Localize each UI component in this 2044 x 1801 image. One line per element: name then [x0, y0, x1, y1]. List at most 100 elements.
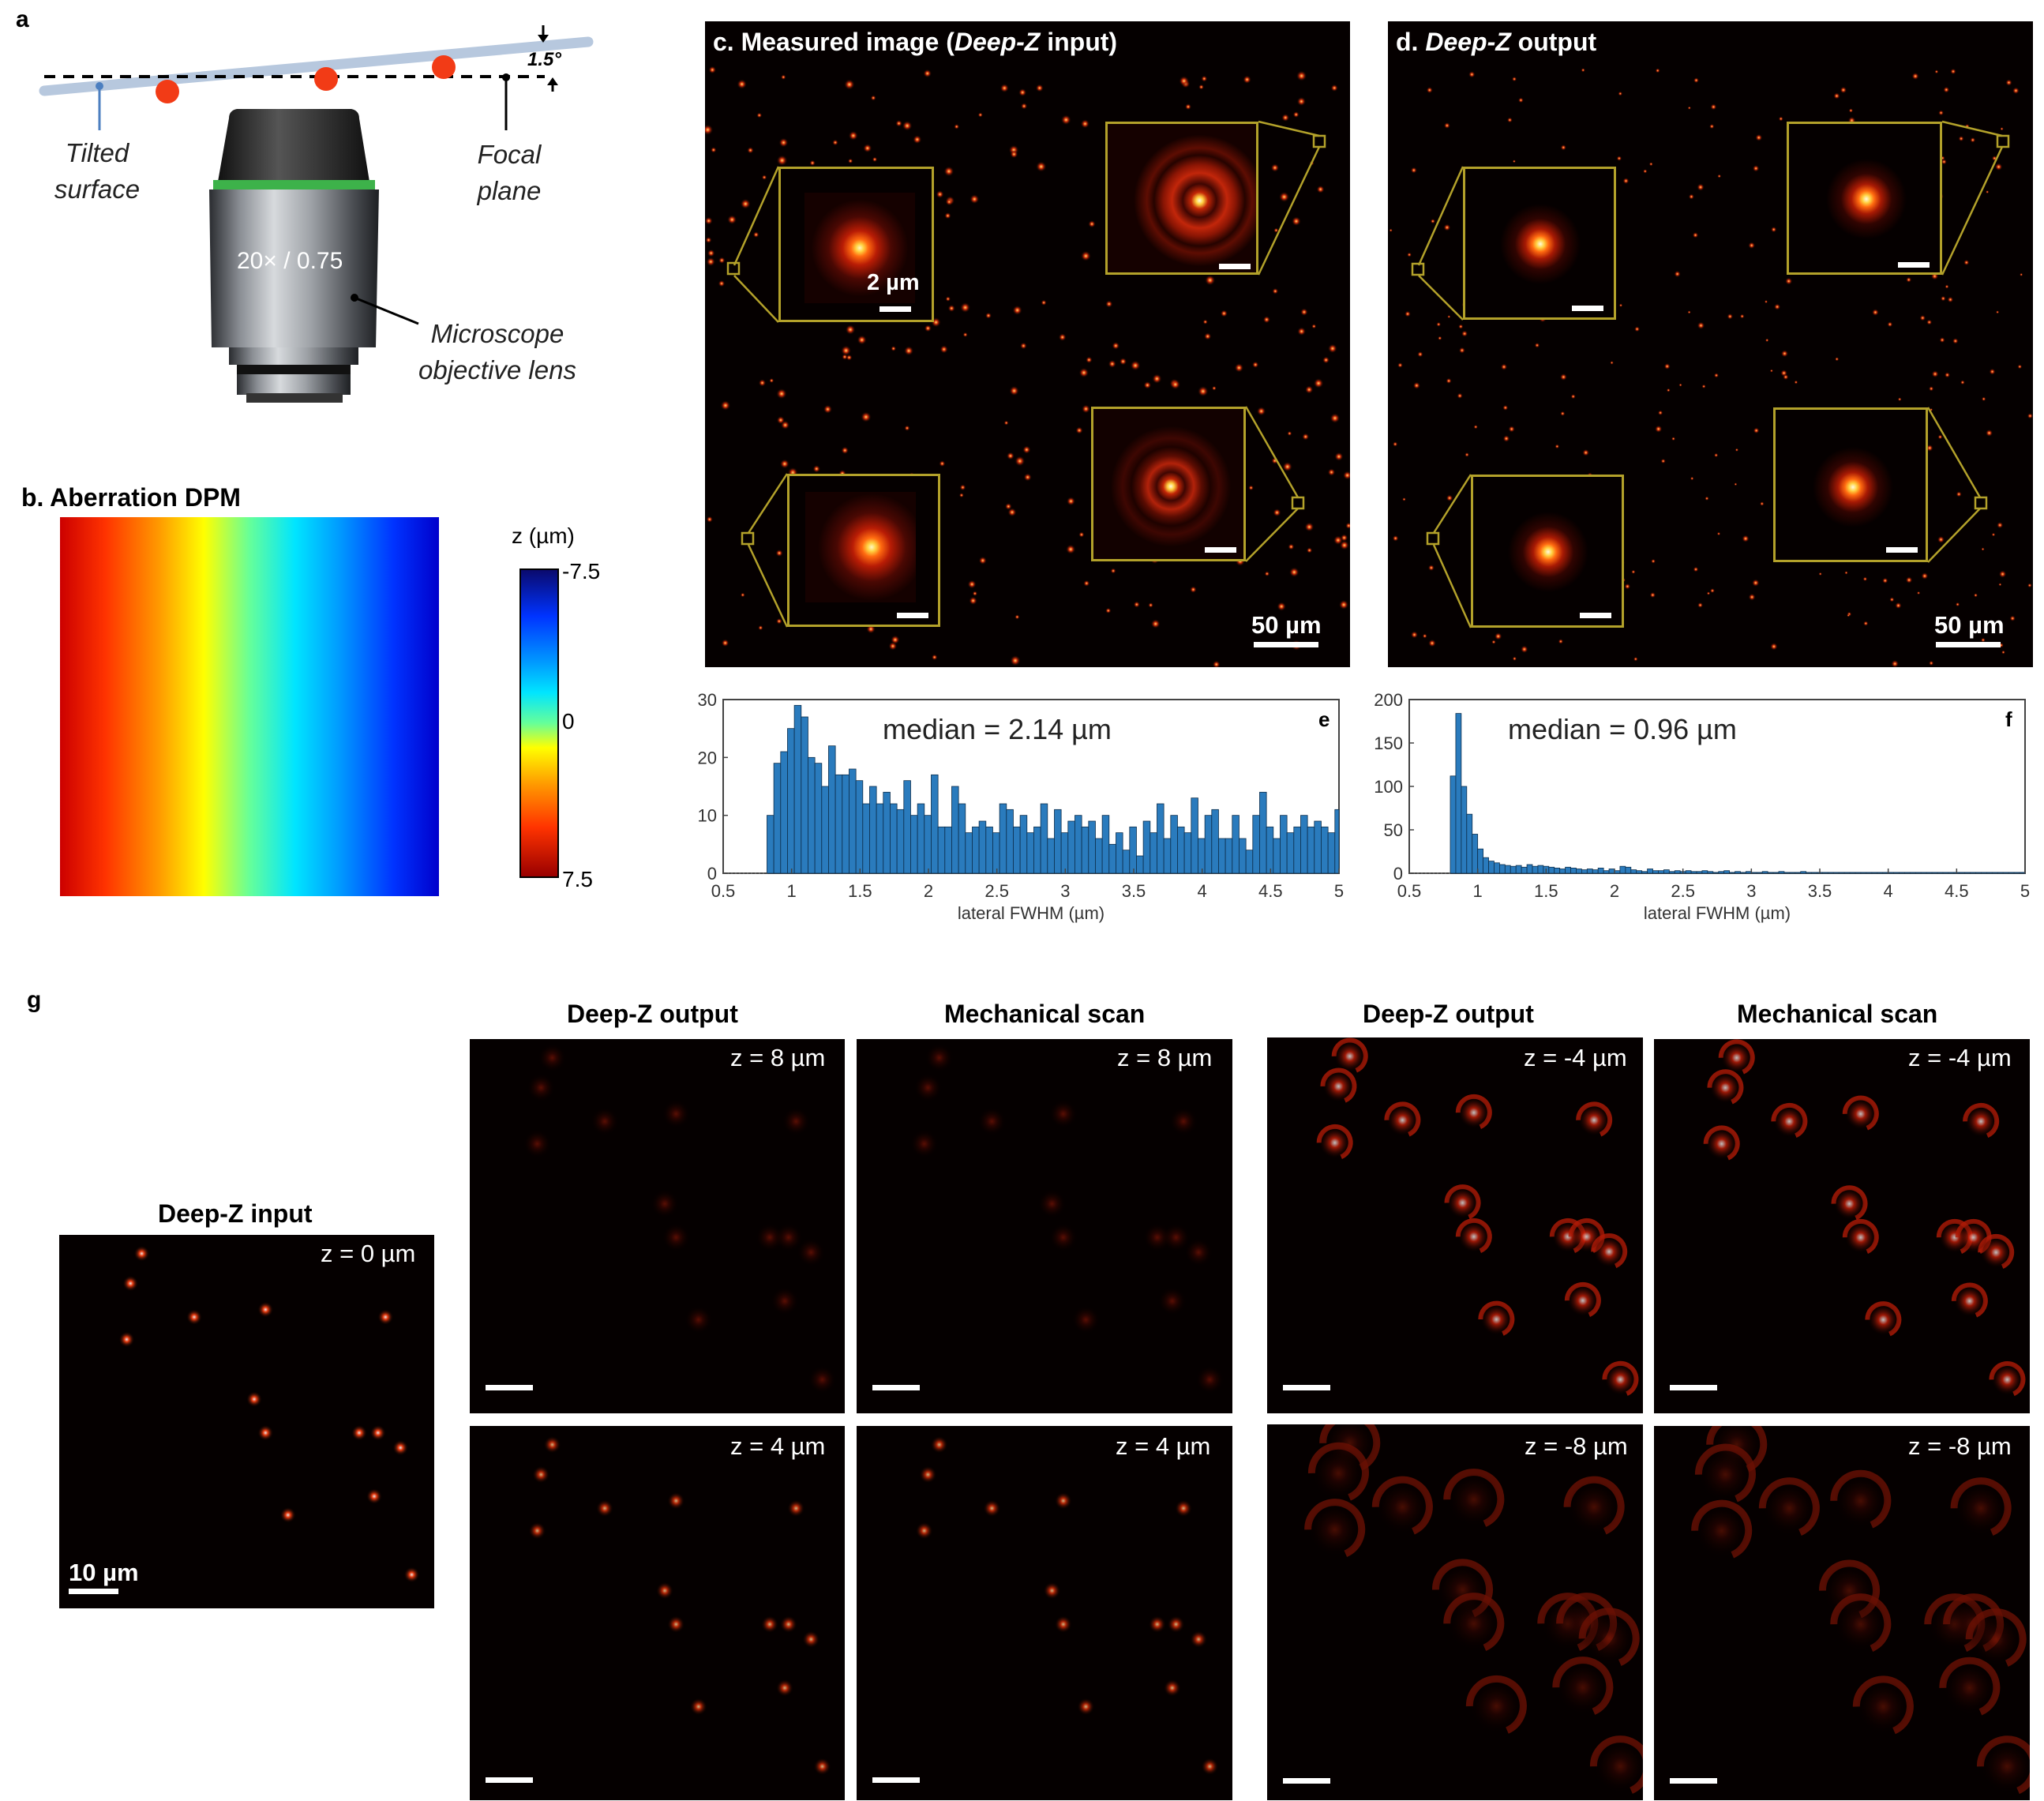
bead-spot — [706, 516, 713, 523]
bead-spot — [1863, 621, 1869, 626]
bead-spot — [1735, 448, 1739, 452]
bead-spot — [1494, 632, 1502, 640]
bead-spot — [1567, 1480, 1622, 1534]
bead-spot — [1035, 84, 1044, 92]
bead-spot — [1660, 458, 1666, 464]
histogram-bar — [1761, 871, 1768, 874]
histogram-bar — [1565, 866, 1571, 874]
bead-spot — [1952, 338, 1959, 344]
histogram-bar — [1040, 803, 1048, 874]
bead-spot — [1973, 593, 1978, 598]
x-tick-label: 1.5 — [848, 881, 872, 901]
histogram-bar — [1778, 871, 1785, 874]
bead-spot — [1389, 228, 1393, 232]
bead-spot — [813, 1758, 831, 1776]
bead-spot — [1709, 1071, 1742, 1104]
histogram-bar — [1327, 832, 1336, 874]
bead-spot — [1654, 425, 1663, 433]
histogram-bar — [1658, 870, 1664, 874]
bead-spot — [1007, 508, 1017, 517]
histogram-bar — [1198, 838, 1206, 874]
bead-spot — [1157, 1286, 1187, 1315]
histogram-bar — [1948, 872, 1955, 874]
bead-spot — [1938, 110, 1945, 116]
histogram-bar — [780, 751, 788, 874]
deep-z-input-image: z = 0 µm 10 µm — [59, 1235, 434, 1608]
mechanical-scan-zm8: z = -8 µm — [1654, 1426, 2030, 1800]
bead-spot — [832, 139, 838, 146]
bead-spot — [1582, 1612, 1637, 1666]
scale-bar — [1936, 642, 2001, 647]
bead-spot — [1458, 324, 1464, 329]
bead-spot — [1307, 1503, 1362, 1557]
aberration-map — [60, 517, 439, 896]
bead-spot — [1465, 452, 1470, 457]
bead-spot — [752, 231, 759, 238]
bead-spot — [845, 325, 856, 335]
bead-spot — [1006, 452, 1014, 460]
bead-spot — [1110, 568, 1116, 574]
bead-spot — [1986, 189, 1990, 194]
histogram-bar — [1636, 870, 1643, 874]
histogram-bar — [958, 803, 966, 874]
x-tick-label: 3 — [1746, 881, 1756, 901]
bead-spot — [1511, 76, 1517, 82]
bead-spot — [1897, 397, 1902, 402]
bead-spot — [1928, 386, 1934, 392]
histogram-bar — [1245, 850, 1254, 874]
histogram-bar — [849, 768, 857, 874]
histogram-bar — [1136, 855, 1144, 874]
inset-scale-bar — [1205, 547, 1236, 553]
z-label: z = 4 µm — [730, 1432, 826, 1460]
histogram-bar — [1723, 870, 1730, 874]
bead-spot — [656, 1582, 673, 1600]
histogram-bar — [1630, 869, 1637, 874]
histogram-bar — [1300, 815, 1308, 874]
panel-c-title: c. Measured image (Deep-Z input) — [713, 28, 1118, 56]
bead-spot — [527, 1073, 556, 1102]
bead-spot — [1560, 144, 1567, 151]
bead-spot — [1248, 485, 1254, 491]
bead-spot — [1108, 359, 1116, 369]
bead-spot — [958, 493, 964, 498]
bead-spot — [1956, 491, 1962, 497]
x-tick-label: 2.5 — [1671, 881, 1695, 901]
mechanical-scan-z8: z = 8 µm — [857, 1039, 1232, 1413]
bead-spot — [1220, 310, 1228, 317]
scale-bar-label: 50 µm — [1251, 611, 1322, 639]
bead-spot — [1678, 383, 1682, 387]
histogram-bar — [1931, 872, 1938, 874]
bead-spot — [782, 1107, 811, 1136]
bead-spot — [959, 484, 966, 491]
bead-spot — [711, 147, 717, 153]
bead-spot — [1023, 473, 1032, 482]
bead-spot — [1867, 1304, 1900, 1336]
bead-spot — [1167, 1615, 1185, 1634]
bead-spot — [1593, 1739, 1643, 1794]
bead-spot — [1054, 1615, 1072, 1634]
bead-spot — [954, 123, 960, 129]
bead-spot — [1512, 656, 1517, 661]
bead-spot — [1436, 321, 1442, 327]
bead-spot — [1833, 1473, 1888, 1528]
histogram-bar — [1122, 850, 1131, 874]
bead-spot — [1080, 250, 1092, 261]
x-tick-label: 0.5 — [711, 881, 736, 901]
bead-spot — [1502, 435, 1510, 442]
histogram-bar — [1129, 826, 1137, 874]
bead-spot — [1582, 448, 1590, 456]
bead-spot — [1555, 444, 1560, 449]
bead-spot — [1119, 358, 1127, 366]
bead-spot — [1457, 1221, 1490, 1253]
bead-spot — [1201, 1758, 1219, 1776]
bead-spot — [1687, 106, 1691, 110]
histogram-f: 0.5 1 1.5 2 2.5 3 3.5 4 4.5 5050100150200lateral … — [1374, 690, 2030, 923]
bead-spot — [1748, 593, 1756, 601]
panel-letter-g: g — [27, 987, 42, 1013]
bead-spot — [978, 556, 987, 565]
histogram-bar — [876, 803, 884, 874]
bead-spot — [1410, 631, 1419, 639]
bead-spot — [1773, 303, 1781, 310]
bead-spot — [1692, 231, 1699, 238]
bead-spot — [1264, 571, 1270, 577]
